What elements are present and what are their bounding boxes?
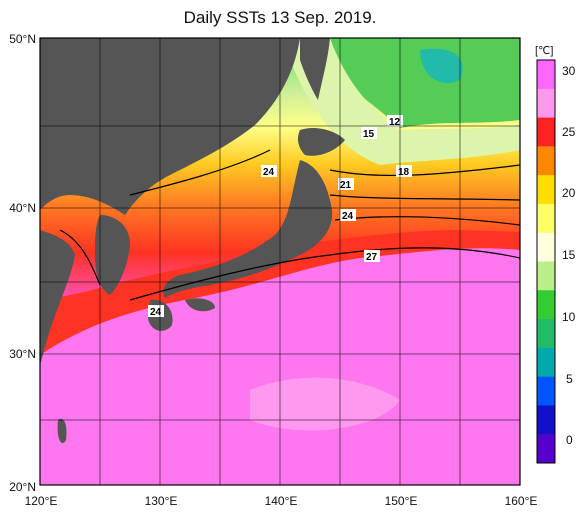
colorbar-unit: [℃] bbox=[535, 45, 554, 57]
asia-continent bbox=[40, 38, 300, 215]
colorbar-segment bbox=[537, 319, 555, 349]
contour-label-12: 12 bbox=[389, 117, 401, 128]
lon-label-120e: 120°E bbox=[24, 494, 58, 508]
colorbar-tick-25: 25 bbox=[562, 125, 576, 139]
graticule bbox=[40, 38, 520, 485]
lat-label-20n: 20°N bbox=[9, 480, 36, 494]
lon-label-130e: 130°E bbox=[144, 494, 178, 508]
colorbar-tick-15: 15 bbox=[562, 248, 576, 262]
lon-label-150e: 150°E bbox=[384, 494, 418, 508]
colorbar-tick-5: 5 bbox=[566, 372, 573, 386]
colorbar-segment bbox=[537, 175, 555, 205]
contour-label-group: 12 15 18 21 24 24 27 24 bbox=[148, 115, 412, 318]
lat-label-30n: 30°N bbox=[9, 347, 36, 361]
lon-label-140e: 140°E bbox=[264, 494, 298, 508]
colorbar-segment bbox=[537, 434, 555, 464]
taiwan bbox=[57, 418, 67, 444]
honshu bbox=[163, 160, 333, 298]
map-frame bbox=[39, 37, 521, 486]
contour-label-27: 27 bbox=[366, 252, 378, 263]
colorbar-segment bbox=[537, 261, 555, 291]
colorbar-tick-20: 20 bbox=[562, 186, 576, 200]
cold-sea-core bbox=[420, 48, 463, 84]
colorbar-segment bbox=[537, 60, 555, 90]
contour-label-24-south: 24 bbox=[150, 307, 162, 318]
colorbar bbox=[537, 60, 555, 464]
colorbar-tick-0: 0 bbox=[566, 433, 573, 447]
cold-sea-region bbox=[330, 38, 520, 128]
colorbar-frame bbox=[536, 59, 556, 464]
colorbar-segment bbox=[537, 376, 555, 406]
contour-label-24-east: 24 bbox=[342, 211, 354, 222]
lon-label-160e: 160°E bbox=[504, 494, 538, 508]
lat-label-50n: 50°N bbox=[9, 32, 36, 46]
contour-label-15: 15 bbox=[363, 129, 375, 140]
sakhalin bbox=[300, 38, 330, 100]
shikoku bbox=[185, 298, 215, 312]
contour-label-24-north: 24 bbox=[263, 167, 275, 178]
light-green-region bbox=[290, 38, 520, 165]
map-title: Daily SSTs 13 Sep. 2019. bbox=[183, 8, 377, 27]
china-coast bbox=[40, 230, 75, 365]
contour-label-21: 21 bbox=[340, 180, 352, 191]
hokkaido bbox=[297, 128, 345, 156]
colorbar-segment bbox=[537, 232, 555, 262]
colorbar-segment bbox=[537, 405, 555, 435]
colorbar-segment bbox=[537, 347, 555, 378]
contour-lines bbox=[59, 149, 520, 301]
colorbar-segment bbox=[537, 88, 555, 119]
contour-label-18: 18 bbox=[398, 167, 410, 178]
korean-peninsula bbox=[95, 215, 130, 295]
colorbar-segment bbox=[537, 203, 555, 234]
pink-patch bbox=[250, 377, 400, 431]
colorbar-tick-30: 30 bbox=[562, 64, 576, 78]
colorbar-segment bbox=[537, 290, 555, 320]
colorbar-segment bbox=[537, 117, 555, 147]
colorbar-segment bbox=[537, 146, 555, 176]
lat-label-40n: 40°N bbox=[9, 201, 36, 215]
colorbar-tick-10: 10 bbox=[562, 310, 576, 324]
